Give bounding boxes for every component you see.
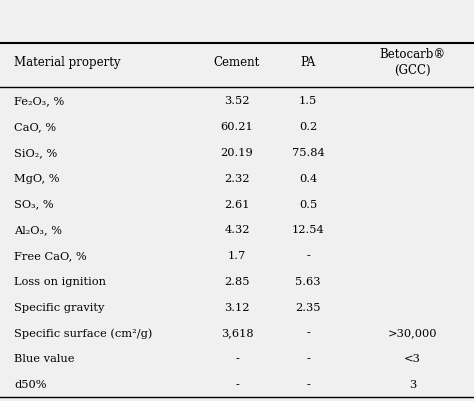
Text: Fe₂O₃, %: Fe₂O₃, % [14, 96, 64, 106]
Text: Material property: Material property [14, 56, 121, 69]
Text: >30,000: >30,000 [388, 328, 437, 338]
Text: PA: PA [301, 56, 316, 69]
Text: Cement: Cement [214, 56, 260, 69]
Text: Loss on ignition: Loss on ignition [14, 276, 106, 286]
Text: SO₃, %: SO₃, % [14, 199, 54, 209]
Text: SiO₂, %: SiO₂, % [14, 148, 57, 158]
Text: -: - [306, 379, 310, 389]
Text: <3: <3 [404, 353, 421, 363]
Text: Free CaO, %: Free CaO, % [14, 251, 87, 261]
Text: 2.35: 2.35 [295, 302, 321, 312]
Text: -: - [235, 379, 239, 389]
Text: 75.84: 75.84 [292, 148, 325, 158]
Text: 0.5: 0.5 [299, 199, 317, 209]
Text: 20.19: 20.19 [220, 148, 254, 158]
Text: 0.4: 0.4 [299, 173, 317, 183]
Text: 3.12: 3.12 [224, 302, 250, 312]
Text: 4.32: 4.32 [224, 225, 250, 235]
Text: 5.63: 5.63 [295, 276, 321, 286]
Text: 3.52: 3.52 [224, 96, 250, 106]
Text: -: - [306, 328, 310, 338]
Text: 2.85: 2.85 [224, 276, 250, 286]
Text: MgO, %: MgO, % [14, 173, 60, 183]
Text: -: - [306, 353, 310, 363]
Text: 1.5: 1.5 [299, 96, 317, 106]
Text: 12.54: 12.54 [292, 225, 325, 235]
Text: Specific gravity: Specific gravity [14, 302, 105, 312]
Text: Blue value: Blue value [14, 353, 75, 363]
Text: CaO, %: CaO, % [14, 122, 56, 132]
Text: 2.61: 2.61 [224, 199, 250, 209]
Text: 1.7: 1.7 [228, 251, 246, 261]
Text: 0.2: 0.2 [299, 122, 317, 132]
Text: d50%: d50% [14, 379, 47, 389]
Text: 3,618: 3,618 [221, 328, 253, 338]
Text: -: - [306, 251, 310, 261]
Text: Specific surface (cm²/g): Specific surface (cm²/g) [14, 327, 153, 338]
Text: 3: 3 [409, 379, 416, 389]
Text: -: - [235, 353, 239, 363]
Text: Al₂O₃, %: Al₂O₃, % [14, 225, 62, 235]
Text: 2.32: 2.32 [224, 173, 250, 183]
Text: 60.21: 60.21 [220, 122, 254, 132]
Text: Betocarb®
(GCC): Betocarb® (GCC) [379, 48, 446, 77]
